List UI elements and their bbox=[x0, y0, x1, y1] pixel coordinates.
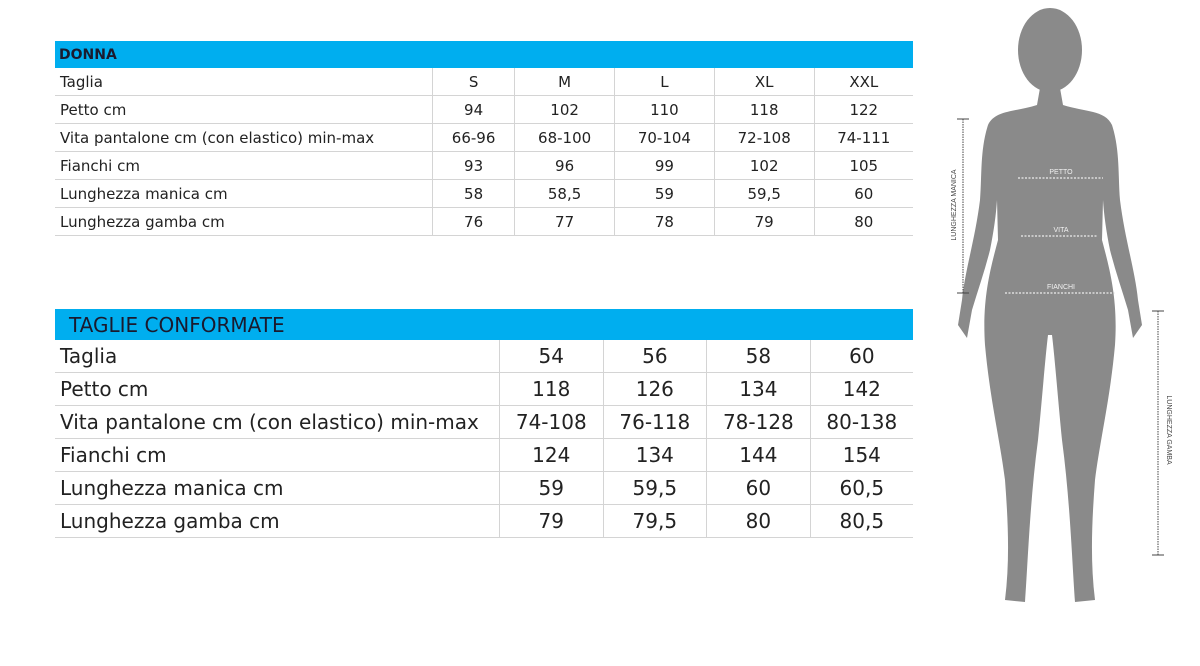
row-label: Fianchi cm bbox=[55, 151, 433, 180]
row-label: Vita pantalone cm (con elastico) min-max bbox=[55, 405, 500, 439]
size-value: 105 bbox=[813, 151, 913, 180]
table-row: Fianchi cm 93 96 99 102 105 bbox=[55, 151, 913, 180]
size-value: 78-128 bbox=[706, 405, 811, 439]
size-value: 80,5 bbox=[809, 504, 913, 538]
fianchi-label: FIANCHI bbox=[1047, 284, 1075, 291]
petto-label: PETTO bbox=[1049, 169, 1073, 176]
size-value: 93 bbox=[431, 151, 515, 180]
row-label: Petto cm bbox=[55, 95, 433, 124]
size-value: 59,5 bbox=[602, 471, 707, 505]
table-row: Lunghezza manica cm 59 59,5 60 60,5 bbox=[55, 471, 913, 505]
size-value: 66-96 bbox=[431, 123, 515, 152]
size-value: 77 bbox=[514, 207, 615, 236]
row-label: Lunghezza manica cm bbox=[55, 179, 433, 208]
size-value: L bbox=[614, 68, 715, 96]
table-row: Lunghezza gamba cm 79 79,5 80 80,5 bbox=[55, 504, 913, 538]
size-value: 59,5 bbox=[713, 179, 815, 208]
size-value: 79 bbox=[499, 504, 604, 538]
size-value: XL bbox=[713, 68, 815, 96]
size-value: 80 bbox=[706, 504, 811, 538]
row-label: Lunghezza gamba cm bbox=[55, 207, 433, 236]
size-value: 59 bbox=[614, 179, 715, 208]
size-value: S bbox=[431, 68, 515, 96]
size-value: 54 bbox=[499, 340, 604, 373]
row-label: Fianchi cm bbox=[55, 438, 500, 472]
size-value: 134 bbox=[602, 438, 707, 472]
size-value: 79,5 bbox=[602, 504, 707, 538]
size-value: 59 bbox=[499, 471, 604, 505]
size-value: 144 bbox=[706, 438, 811, 472]
table-row: Petto cm 118 126 134 142 bbox=[55, 372, 913, 406]
size-value: 99 bbox=[614, 151, 715, 180]
size-value: 118 bbox=[713, 95, 815, 124]
lunghezza-manica-label: LUNGHEZZA MANICA bbox=[951, 169, 958, 241]
size-value: 72-108 bbox=[713, 123, 815, 152]
size-value: 60 bbox=[809, 340, 913, 373]
size-value: XXL bbox=[813, 68, 913, 96]
size-value: 58 bbox=[706, 340, 811, 373]
table-row: Vita pantalone cm (con elastico) min-max… bbox=[55, 405, 913, 439]
row-label: Petto cm bbox=[55, 372, 500, 406]
size-value: 60 bbox=[813, 179, 913, 208]
table-row: Fianchi cm 124 134 144 154 bbox=[55, 438, 913, 472]
size-value: 78 bbox=[614, 207, 715, 236]
female-silhouette bbox=[958, 8, 1142, 602]
size-value: 74-111 bbox=[813, 123, 913, 152]
size-value: M bbox=[514, 68, 615, 96]
size-value: 60,5 bbox=[809, 471, 913, 505]
size-value: 154 bbox=[809, 438, 913, 472]
size-value: 124 bbox=[499, 438, 604, 472]
row-label: Taglia bbox=[55, 340, 500, 373]
size-value: 80 bbox=[813, 207, 913, 236]
table-row: Taglia 54 56 58 60 bbox=[55, 340, 913, 373]
table-title: DONNA bbox=[55, 41, 913, 68]
table-row: Taglia S M L XL XXL bbox=[55, 68, 913, 96]
table-title: TAGLIE CONFORMATE bbox=[55, 309, 913, 340]
vita-label: VITA bbox=[1053, 227, 1068, 234]
donna-size-table: DONNA Taglia S M L XL XXL Petto cm 94 102 110 118 1… bbox=[55, 41, 913, 236]
size-value: 102 bbox=[514, 95, 615, 124]
size-value: 56 bbox=[602, 340, 707, 373]
row-label: Taglia bbox=[55, 68, 433, 96]
size-value: 76 bbox=[431, 207, 515, 236]
size-value: 110 bbox=[614, 95, 715, 124]
table-row: Petto cm 94 102 110 118 122 bbox=[55, 95, 913, 124]
size-value: 142 bbox=[809, 372, 913, 406]
size-value: 68-100 bbox=[514, 123, 615, 152]
size-value: 118 bbox=[499, 372, 604, 406]
size-value: 134 bbox=[706, 372, 811, 406]
size-value: 76-118 bbox=[602, 405, 707, 439]
conformate-size-table: TAGLIE CONFORMATE Taglia 54 56 58 60 Petto cm… bbox=[55, 309, 913, 538]
size-value: 60 bbox=[706, 471, 811, 505]
size-value: 79 bbox=[713, 207, 815, 236]
size-value: 70-104 bbox=[614, 123, 715, 152]
table-row: Vita pantalone cm (con elastico) min-max… bbox=[55, 123, 913, 152]
size-value: 122 bbox=[813, 95, 913, 124]
body-measurement-figure: PETTO VITA FIANCHI LUNGHEZZA MANICA LUNG… bbox=[951, 8, 1172, 602]
size-value: 74-108 bbox=[499, 405, 604, 439]
size-value: 126 bbox=[602, 372, 707, 406]
size-value: 80-138 bbox=[809, 405, 913, 439]
size-value: 58,5 bbox=[514, 179, 615, 208]
row-label: Lunghezza gamba cm bbox=[55, 504, 500, 538]
size-value: 58 bbox=[431, 179, 515, 208]
table-row: Lunghezza manica cm 58 58,5 59 59,5 60 bbox=[55, 179, 913, 208]
row-label: Lunghezza manica cm bbox=[55, 471, 500, 505]
size-value: 96 bbox=[514, 151, 615, 180]
table-row: Lunghezza gamba cm 76 77 78 79 80 bbox=[55, 207, 913, 236]
size-value: 102 bbox=[713, 151, 815, 180]
size-value: 94 bbox=[431, 95, 515, 124]
row-label: Vita pantalone cm (con elastico) min-max bbox=[55, 123, 433, 152]
lunghezza-gamba-label: LUNGHEZZA GAMBA bbox=[1165, 395, 1172, 465]
